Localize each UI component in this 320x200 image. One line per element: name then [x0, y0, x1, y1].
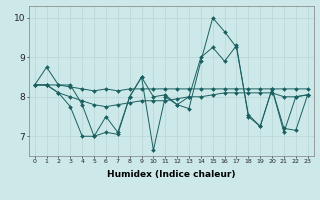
X-axis label: Humidex (Indice chaleur): Humidex (Indice chaleur) [107, 170, 236, 179]
